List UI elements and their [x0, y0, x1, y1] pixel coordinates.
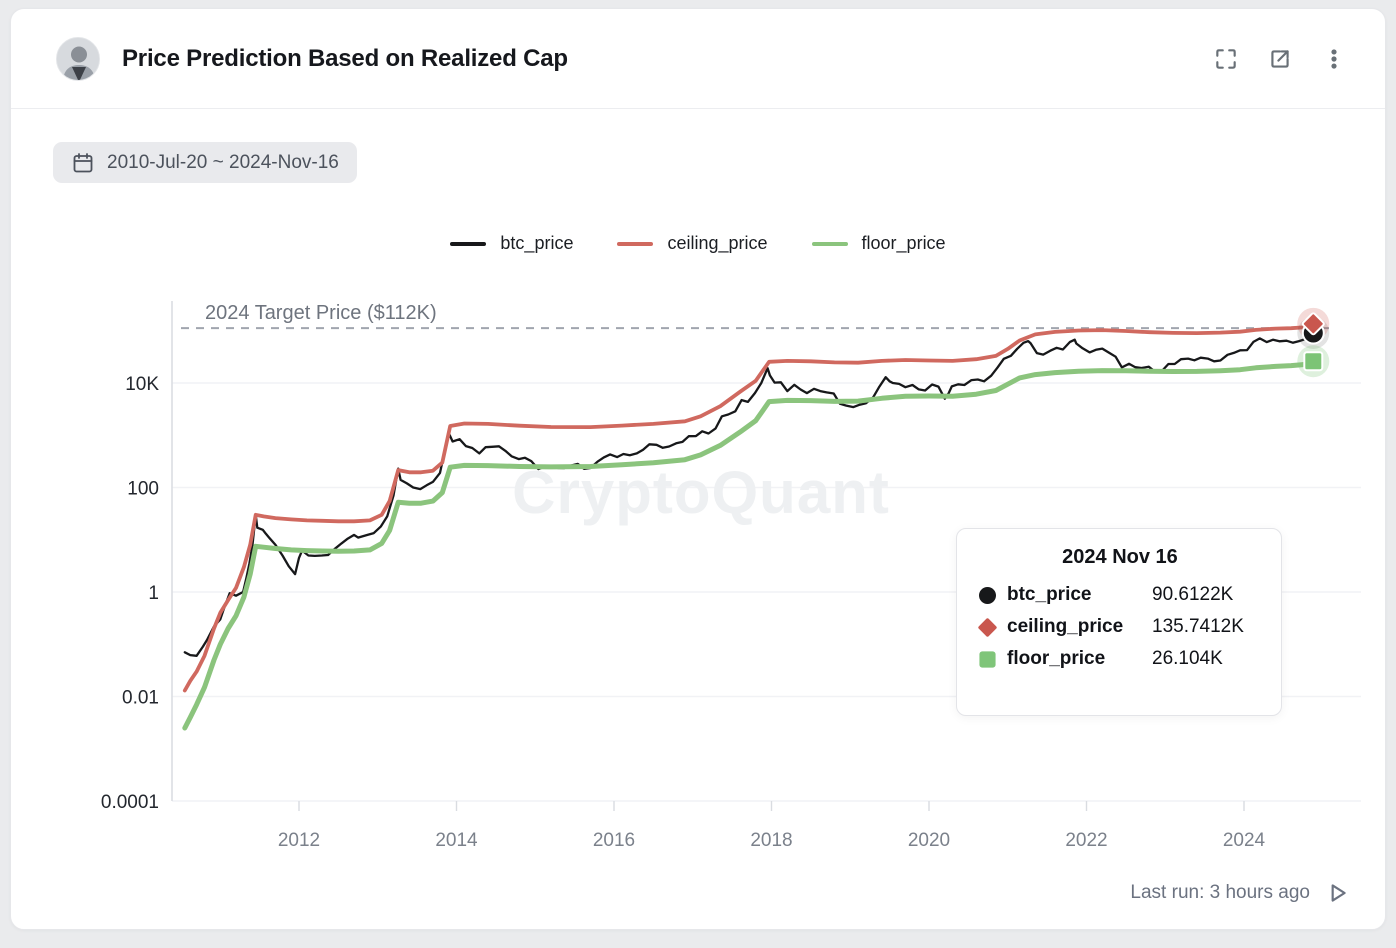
open-in-new-icon — [1271, 49, 1289, 68]
marker-halo-floor_price — [1297, 345, 1330, 378]
x-axis-label: 2022 — [1065, 830, 1107, 851]
author-avatar[interactable] — [56, 36, 100, 81]
tooltip-series-value: 26.104K — [1152, 648, 1223, 669]
legend-item-ceiling-price[interactable]: ceiling_price — [617, 233, 768, 254]
ceiling-line-swatch-icon — [617, 241, 654, 246]
tooltip-row: ceiling_price 135.7412K — [977, 611, 1261, 643]
last-run-label: Last run: 3 hours ago — [1130, 882, 1310, 903]
legend-label: floor_price — [861, 233, 946, 253]
chart-legend: btc_price ceiling_price floor_price — [11, 233, 1385, 254]
tooltip-series-value: 135.7412K — [1152, 616, 1244, 637]
page-title: Price Prediction Based on Realized Cap — [122, 44, 568, 72]
btc-line-swatch-icon — [450, 241, 487, 246]
x-axis-label: 2012 — [278, 830, 320, 851]
tooltip-series-name: btc_price — [1007, 584, 1092, 605]
play-icon — [1331, 884, 1346, 902]
marker-halo-btc_price — [1297, 316, 1330, 349]
kebab-menu-icon — [1331, 48, 1337, 69]
header-actions — [1211, 44, 1349, 74]
legend-item-btc-price[interactable]: btc_price — [450, 233, 573, 254]
x-axis-label: 2014 — [435, 830, 478, 851]
more-options-button[interactable] — [1319, 44, 1349, 74]
calendar-icon — [73, 152, 93, 172]
fullscreen-icon — [1216, 48, 1236, 69]
floor-line-swatch-icon — [811, 241, 848, 246]
legend-label: btc_price — [500, 233, 574, 253]
x-axis-label: 2020 — [908, 830, 950, 851]
circle-icon — [979, 586, 996, 604]
tooltip-series-name: floor_price — [1007, 648, 1106, 669]
x-axis-label: 2018 — [750, 830, 792, 851]
y-axis-label: 10K — [125, 374, 159, 395]
footer-run-status: Last run: 3 hours ago — [1130, 878, 1351, 908]
open-in-new-button[interactable] — [1265, 44, 1295, 74]
watermark: CryptoQuant — [512, 459, 890, 526]
card-header: Price Prediction Based on Realized Cap — [11, 9, 1385, 109]
marker-square-floor_price[interactable] — [1303, 351, 1324, 372]
run-button[interactable] — [1323, 879, 1351, 907]
chart-card: 10K 100 1 0.01 0.0001 2012 2014 2016 2018 2020 202… — [10, 8, 1386, 930]
legend-label: ceiling_price — [667, 233, 768, 253]
tooltip-date: 2024 Nov 16 — [1062, 546, 1178, 568]
y-axis-label: 100 — [127, 479, 159, 500]
y-axis-label: 1 — [148, 583, 159, 604]
marker-circle-btc_price[interactable] — [1301, 321, 1325, 345]
x-axis-label: 2016 — [593, 830, 635, 851]
legend-item-floor-price[interactable]: floor_price — [811, 233, 946, 254]
date-range-badge[interactable]: 2010-Jul-20 ~ 2024-Nov-16 — [53, 142, 357, 183]
y-axis-label: 0.01 — [122, 688, 159, 709]
x-axis-label: 2024 — [1223, 830, 1266, 851]
chart-tooltip: 2024 Nov 16 btc_price 90.6122K ceiling_p… — [956, 528, 1282, 716]
tooltip-row: floor_price 26.104K — [979, 643, 1261, 675]
date-range-label: 2010-Jul-20 ~ 2024-Nov-16 — [107, 151, 339, 173]
square-icon — [979, 650, 996, 668]
tooltip-series-name: ceiling_price — [1007, 616, 1124, 637]
diamond-icon — [977, 617, 998, 637]
target-price-label: 2024 Target Price ($112K) — [205, 302, 437, 324]
tooltip-series-value: 90.6122K — [1152, 584, 1234, 605]
person-photo-icon — [57, 37, 99, 80]
y-axis-label: 0.0001 — [101, 792, 159, 813]
fullscreen-button[interactable] — [1211, 44, 1241, 74]
marker-diamond-ceiling_price[interactable] — [1301, 312, 1325, 336]
tooltip-row: btc_price 90.6122K — [979, 579, 1261, 611]
marker-halo-ceiling_price — [1297, 307, 1330, 340]
